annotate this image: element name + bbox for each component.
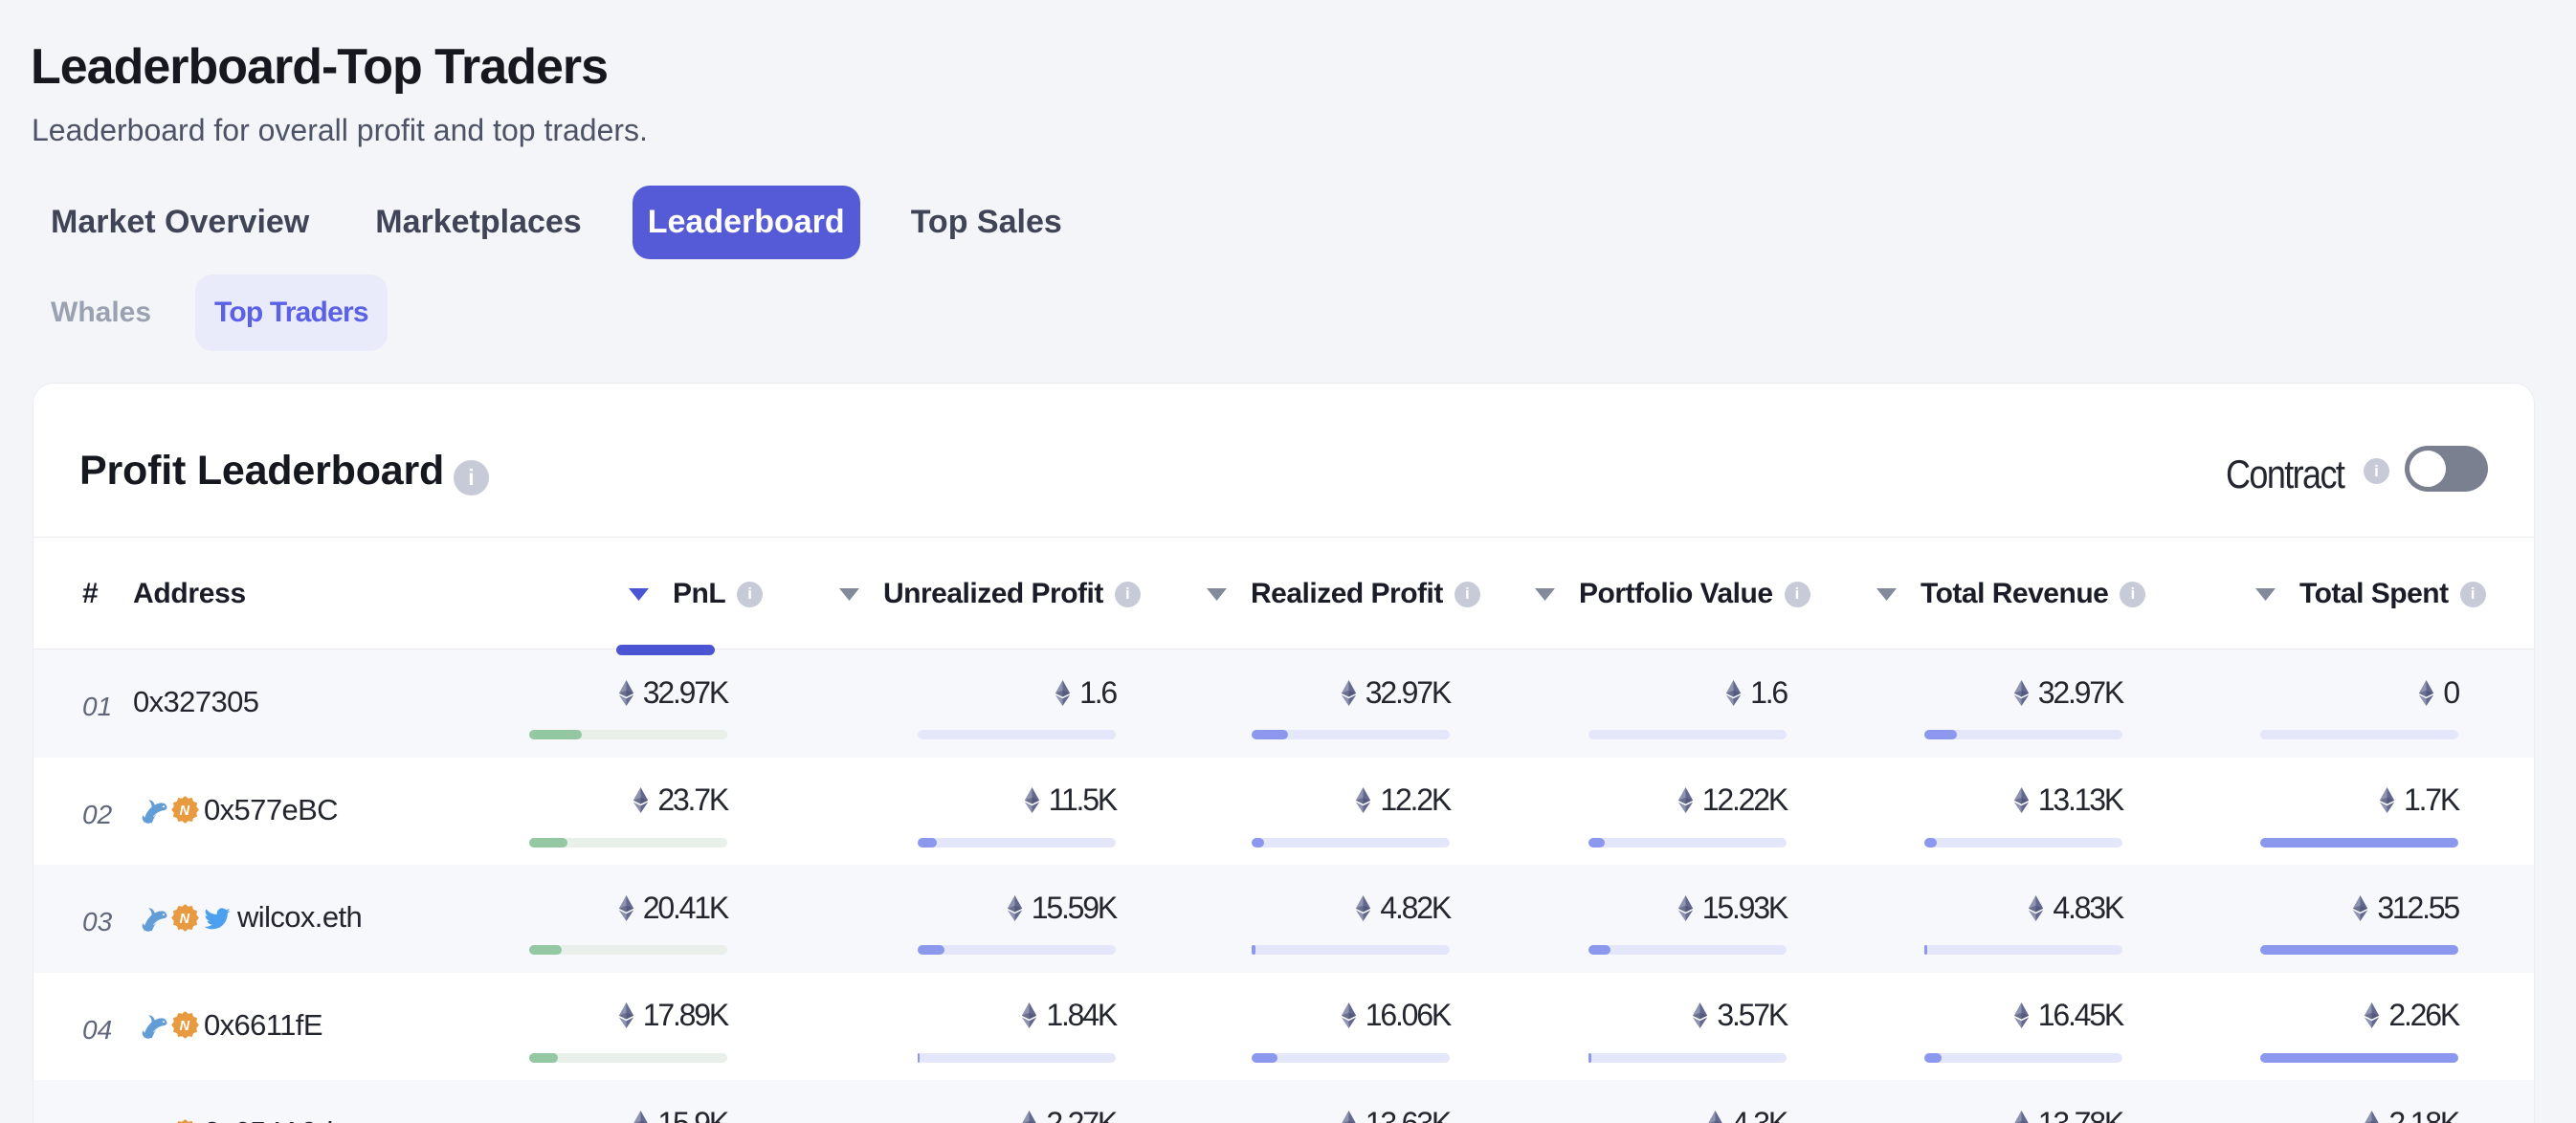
svg-text:N: N <box>180 911 190 926</box>
svg-text:N: N <box>180 1019 190 1034</box>
svg-text:N: N <box>180 804 190 819</box>
